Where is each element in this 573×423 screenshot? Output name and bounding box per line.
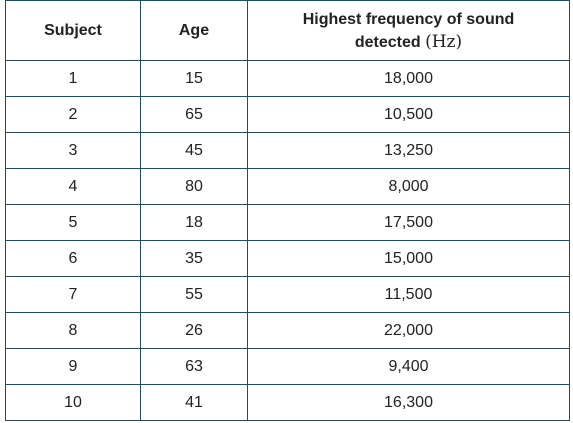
- table-row: 6 35 15,000: [5, 240, 570, 277]
- table-row: 5 18 17,500: [5, 204, 570, 241]
- cell-age: 80: [140, 168, 248, 205]
- header-subject: Subject: [5, 0, 141, 61]
- cell-frequency: 11,500: [247, 276, 570, 313]
- cell-age: 65: [140, 96, 248, 133]
- cell-age: 26: [140, 312, 248, 349]
- cell-frequency: 10,500: [247, 96, 570, 133]
- table-row: 8 26 22,000: [5, 312, 570, 349]
- cell-frequency: 22,000: [247, 312, 570, 349]
- cell-frequency: 8,000: [247, 168, 570, 205]
- cell-subject: 10: [5, 384, 141, 421]
- header-frequency-line1: Highest frequency of sound: [302, 10, 515, 28]
- cell-frequency: 16,300: [247, 384, 570, 421]
- cell-age: 41: [140, 384, 248, 421]
- header-frequency-line2: detected: [354, 33, 421, 51]
- cell-frequency: 17,500: [247, 204, 570, 241]
- cell-subject: 3: [5, 132, 141, 169]
- cell-frequency: 13,250: [247, 132, 570, 169]
- cell-subject: 4: [5, 168, 141, 205]
- header-frequency: Highest frequency of sound detected (Hz): [247, 0, 570, 61]
- cell-subject: 6: [5, 240, 141, 277]
- cell-subject: 7: [5, 276, 141, 313]
- table-row: 1 15 18,000: [5, 60, 570, 97]
- table-row: 9 63 9,400: [5, 348, 570, 385]
- cell-subject: 1: [5, 60, 141, 97]
- cell-age: 35: [140, 240, 248, 277]
- cell-subject: 9: [5, 348, 141, 385]
- cell-age: 18: [140, 204, 248, 241]
- header-frequency-unit: (Hz): [425, 31, 463, 52]
- cell-age: 45: [140, 132, 248, 169]
- cell-subject: 5: [5, 204, 141, 241]
- cell-subject: 8: [5, 312, 141, 349]
- cell-frequency: 15,000: [247, 240, 570, 277]
- cell-frequency: 18,000: [247, 60, 570, 97]
- header-row: Subject Age Highest frequency of sound d…: [5, 0, 570, 61]
- table-row: 7 55 11,500: [5, 276, 570, 313]
- table-row: 10 41 16,300: [5, 384, 570, 421]
- cell-frequency: 9,400: [247, 348, 570, 385]
- cell-age: 63: [140, 348, 248, 385]
- cell-subject: 2: [5, 96, 141, 133]
- table-row: 2 65 10,500: [5, 96, 570, 133]
- hearing-frequency-table: Subject Age Highest frequency of sound d…: [5, 0, 570, 421]
- header-age: Age: [140, 0, 248, 61]
- cell-age: 15: [140, 60, 248, 97]
- table-row: 4 80 8,000: [5, 168, 570, 205]
- table-row: 3 45 13,250: [5, 132, 570, 169]
- cell-age: 55: [140, 276, 248, 313]
